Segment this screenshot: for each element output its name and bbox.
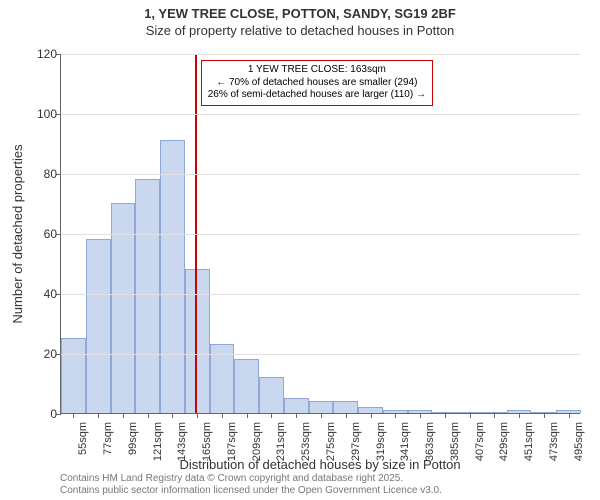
xtick-mark — [346, 413, 347, 418]
xtick-label: 275sqm — [325, 422, 337, 461]
grid-line — [61, 354, 580, 355]
xtick-label: 385sqm — [449, 422, 461, 461]
histogram-bar — [135, 179, 160, 413]
ytick-label: 120 — [27, 47, 57, 61]
xtick-label: 495sqm — [573, 422, 585, 461]
xtick-mark — [470, 413, 471, 418]
histogram-bar — [284, 398, 309, 413]
annotation-line-1: 1 YEW TREE CLOSE: 163sqm — [208, 64, 426, 77]
histogram-bar — [160, 140, 185, 413]
x-axis-label: Distribution of detached houses by size … — [60, 457, 580, 472]
histogram-bar — [61, 338, 86, 413]
ytick-label: 80 — [27, 167, 57, 181]
xtick-label: 209sqm — [251, 422, 263, 461]
chart-subtitle: Size of property relative to detached ho… — [0, 23, 600, 40]
grid-line — [61, 54, 580, 55]
xtick-mark — [569, 413, 570, 418]
xtick-mark — [172, 413, 173, 418]
xtick-mark — [296, 413, 297, 418]
histogram-bar — [259, 377, 284, 413]
xtick-mark — [148, 413, 149, 418]
xtick-label: 253sqm — [300, 422, 312, 461]
xtick-mark — [271, 413, 272, 418]
xtick-label: 473sqm — [548, 422, 560, 461]
grid-line — [61, 114, 580, 115]
xtick-mark — [98, 413, 99, 418]
ytick-label: 0 — [27, 407, 57, 421]
xtick-mark — [247, 413, 248, 418]
grid-line — [61, 174, 580, 175]
xtick-label: 297sqm — [350, 422, 362, 461]
xtick-mark — [445, 413, 446, 418]
ytick-label: 40 — [27, 287, 57, 301]
xtick-label: 77sqm — [102, 422, 114, 455]
chart-title: 1, YEW TREE CLOSE, POTTON, SANDY, SG19 2… — [0, 0, 600, 23]
xtick-mark — [321, 413, 322, 418]
annotation-box: 1 YEW TREE CLOSE: 163sqm ← 70% of detach… — [201, 60, 433, 106]
xtick-label: 143sqm — [176, 422, 188, 461]
histogram-bar — [309, 401, 334, 413]
y-axis-label: Number of detached properties — [10, 144, 25, 323]
xtick-mark — [544, 413, 545, 418]
xtick-label: 429sqm — [498, 422, 510, 461]
xtick-label: 319sqm — [375, 422, 387, 461]
xtick-mark — [519, 413, 520, 418]
chart-area: 1 YEW TREE CLOSE: 163sqm ← 70% of detach… — [60, 54, 580, 414]
xtick-mark — [494, 413, 495, 418]
xtick-mark — [395, 413, 396, 418]
annotation-line-2: ← 70% of detached houses are smaller (29… — [208, 77, 426, 90]
xtick-label: 363sqm — [424, 422, 436, 461]
histogram-bar — [234, 359, 259, 413]
ytick-label: 60 — [27, 227, 57, 241]
plot-region: 1 YEW TREE CLOSE: 163sqm ← 70% of detach… — [60, 54, 580, 414]
xtick-mark — [222, 413, 223, 418]
xtick-mark — [73, 413, 74, 418]
xtick-label: 187sqm — [226, 422, 238, 461]
xtick-label: 165sqm — [201, 422, 213, 461]
xtick-label: 55sqm — [77, 422, 89, 455]
ytick-label: 20 — [27, 347, 57, 361]
histogram-bar — [185, 269, 210, 413]
annotation-line-3: 26% of semi-detached houses are larger (… — [208, 89, 426, 102]
xtick-label: 99sqm — [127, 422, 139, 455]
xtick-label: 451sqm — [523, 422, 535, 461]
xtick-mark — [123, 413, 124, 418]
xtick-label: 231sqm — [275, 422, 287, 461]
grid-line — [61, 294, 580, 295]
histogram-bar — [333, 401, 358, 413]
xtick-mark — [371, 413, 372, 418]
ytick-label: 100 — [27, 107, 57, 121]
xtick-label: 407sqm — [474, 422, 486, 461]
grid-line — [61, 234, 580, 235]
xtick-label: 341sqm — [399, 422, 411, 461]
footnote-line-1: Contains HM Land Registry data © Crown c… — [60, 473, 403, 484]
xtick-label: 121sqm — [152, 422, 164, 461]
xtick-mark — [197, 413, 198, 418]
footnote-line-2: Contains public sector information licen… — [60, 485, 442, 496]
histogram-bar — [86, 239, 111, 413]
xtick-mark — [420, 413, 421, 418]
